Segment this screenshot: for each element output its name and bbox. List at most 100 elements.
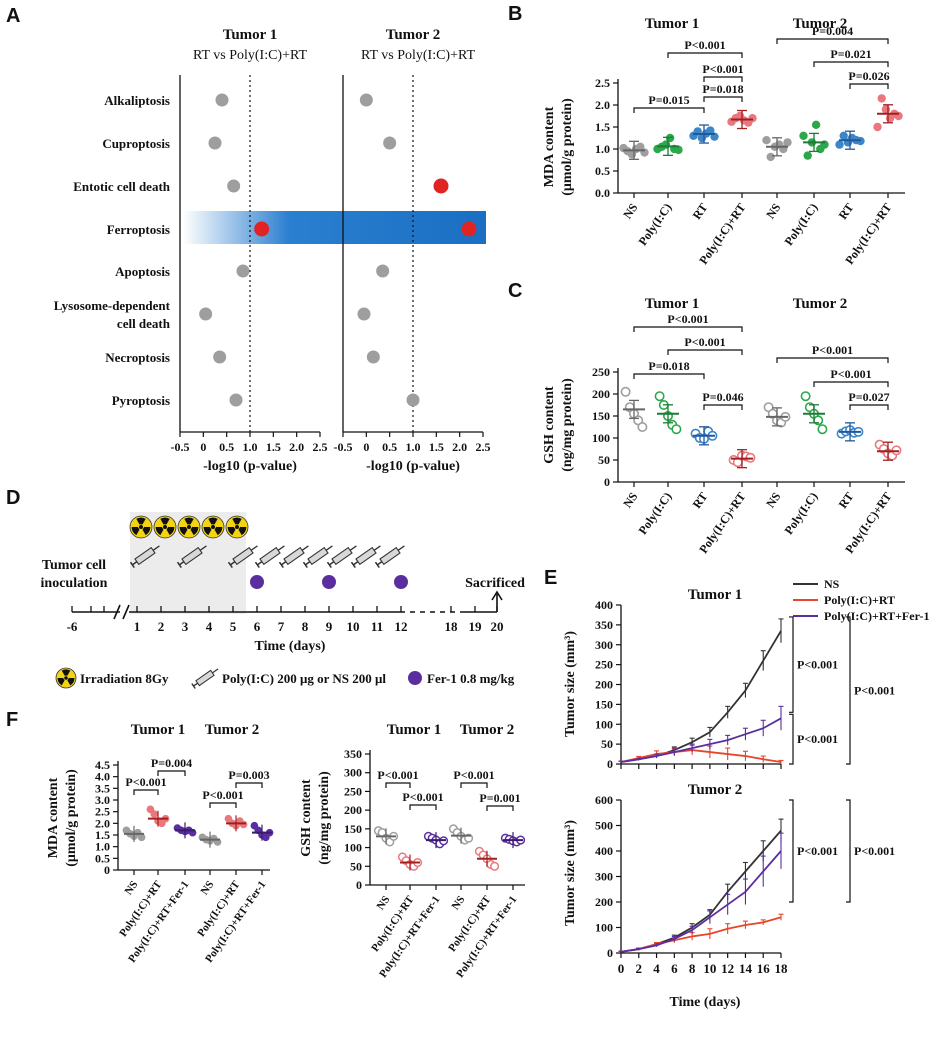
eTop-ytick-label-2: 100 <box>595 717 613 731</box>
panel-e-legend-label-0: NS <box>824 577 840 591</box>
fMda-sig-0: P<0.001 <box>125 775 167 795</box>
irradiation-icon-2-center <box>187 525 191 529</box>
fGsh-sig-1-line <box>409 804 437 810</box>
bPlot-xlabel-0: NS <box>620 200 640 221</box>
irradiation-icon-3 <box>201 515 225 539</box>
fGsh-ytick-label-2: 100 <box>344 841 362 855</box>
syringe-icon-7-needle <box>373 545 381 551</box>
legend-fer1-label: Fer-1 0.8 mg/kg <box>427 671 515 686</box>
legend-syringe-symbol-needle <box>212 668 219 674</box>
panel-a-right-subtitle: RT vs Poly(I:C)+RT <box>361 48 476 63</box>
panel-a-right-title: Tumor 2 <box>386 27 441 43</box>
cPlot-sig-5: P<0.001 <box>813 367 889 387</box>
timeline-tick-label-15: 20 <box>491 619 504 634</box>
syringe-icon-7 <box>350 545 381 568</box>
ferroptosis-highlight-band <box>183 211 486 244</box>
panel-a-left-tick-label-2: 0.5 <box>219 440 234 454</box>
fGsh-sig-2-line <box>460 782 488 788</box>
syringe-icon-1-needle <box>199 545 207 551</box>
panel-a-right-xlabel: -log10 (p-value) <box>366 459 460 474</box>
panel-e-xtick-label-6: 12 <box>721 961 734 976</box>
fGsh-sig-0: P<0.001 <box>377 768 419 788</box>
panel-f-gsh-ylabel: GSH content <box>299 779 314 857</box>
eBottom-series-2 <box>620 850 782 953</box>
syringe-icon-5-needle <box>325 545 333 551</box>
cPlot-sig-3-label: P=0.046 <box>702 390 743 404</box>
fMda-sig-2-label: P<0.001 <box>202 788 243 802</box>
fMda-xlabel-3: NS <box>199 879 217 897</box>
timeline-tick-label-2: 2 <box>158 619 165 634</box>
cPlot-point-5-4 <box>817 424 828 435</box>
cPlot-sig-1-label: P<0.001 <box>684 335 725 349</box>
cPlot-sig-0: P<0.001 <box>633 312 743 332</box>
inoculation-label-1: Tumor cell <box>42 558 106 573</box>
bPlot-sig-5: P=0.021 <box>813 47 889 67</box>
syringe-icon-1-barrel <box>181 546 203 566</box>
syringe-icon-3-plunger-cap <box>254 561 260 568</box>
panel-d-xlabel: Time (days) <box>255 639 326 654</box>
irradiation-icon-0-blade-1 <box>142 527 151 536</box>
fMda-ytick-label-3: 1.5 <box>95 828 110 842</box>
bPlot-point-1-5 <box>674 145 683 155</box>
irradiation-icon-3-blade-2 <box>203 527 212 536</box>
legend-irradiation-icon <box>55 667 77 689</box>
timeline-tick-label-9: 9 <box>326 619 333 634</box>
syringe-icon-4 <box>278 545 309 568</box>
bPlot-sig-5-label: P=0.021 <box>830 47 871 61</box>
panel-c-ylabel: GSH content <box>542 386 557 464</box>
syringe-icon-8 <box>374 545 405 568</box>
irradiation-icon-1-blade-2 <box>155 527 164 536</box>
syringe-icon-8-plunger-cap <box>374 561 380 568</box>
panel-d-label: D <box>6 487 20 509</box>
syringe-icon-5 <box>302 545 333 568</box>
bPlot-ytick-label-5: 2.5 <box>595 76 610 90</box>
sacrificed-label: Sacrificed <box>465 576 525 591</box>
fMda-ytick-label-2: 1.0 <box>95 840 110 854</box>
syringe-icon-6-needle <box>349 545 357 551</box>
bPlot-sig-6: P=0.026 <box>848 69 890 89</box>
cPlot-sig-5-label: P<0.001 <box>830 367 871 381</box>
eBottom-ytick-label-5: 500 <box>595 819 613 833</box>
fGsh-ytick-label-7: 350 <box>344 747 362 761</box>
bPlot-sig-1: P<0.001 <box>702 62 744 82</box>
panel-c-ylabel-units: (ng/mg protein) <box>560 378 575 472</box>
bPlot-sig-3-label: P=0.018 <box>702 82 743 96</box>
inoculation-label-2: inoculation <box>41 576 108 591</box>
fMda-point-0-4 <box>137 833 146 842</box>
fGsh-ytick-label-0: 0 <box>356 878 362 892</box>
irradiation-icon-2-blade-1 <box>190 527 199 536</box>
legend-poly-label: Poly(I:C) 200 μg or NS 200 μl <box>222 671 386 686</box>
bPlot-point-7-0 <box>873 122 882 132</box>
eBottom-ytick-label-2: 200 <box>595 895 613 909</box>
syringe-icon-6 <box>326 545 357 568</box>
panel-a-left-tick-label-0: -0.5 <box>171 440 190 454</box>
eBottom-series-1 <box>620 916 782 953</box>
panel-e-xtick-label-1: 2 <box>636 961 643 976</box>
fMda-sig-2: P<0.001 <box>202 788 244 808</box>
panel-a-label: A <box>6 5 20 27</box>
irradiation-icon-0-blade-2 <box>131 527 140 536</box>
panel-a-left-point-2 <box>227 179 241 193</box>
fGsh-xlabel-3: NS <box>450 894 468 912</box>
eTop-bracket-0 <box>789 616 794 713</box>
panel-a-right-tick-label-5: 2.0 <box>452 440 467 454</box>
panel-f-gsh-tumor1: Tumor 1 <box>387 722 442 738</box>
eTop-sig-2: P<0.001 <box>854 683 895 697</box>
cPlot-xlabel-1: Poly(I:C) <box>635 490 674 537</box>
syringe-icon-4-needle <box>301 545 309 551</box>
bPlot-sig-1-label: P<0.001 <box>702 62 743 76</box>
syringe-icon-2-plunger <box>229 561 236 566</box>
bPlot-sig-4-label: P=0.004 <box>812 24 853 38</box>
fGsh-ytick-label-4: 200 <box>344 803 362 817</box>
panel-f-mda-ylabel-units: (μmol/g protein) <box>64 769 79 867</box>
bPlot-sig-3: P=0.018 <box>702 82 744 102</box>
bPlot-point-7-1 <box>877 94 886 103</box>
panel-b-tumor1: Tumor 1 <box>645 16 700 32</box>
cPlot-xlabel-2: RT <box>690 490 711 511</box>
cPlot-xlabel-0: NS <box>620 489 640 510</box>
cPlot-sig-6-label: P=0.027 <box>848 390 889 404</box>
syringe-icon-4-plunger <box>280 561 287 566</box>
fMda-ytick-label-6: 3.0 <box>95 793 110 807</box>
syringe-icon-4-barrel <box>283 546 305 566</box>
cPlot-sig-2-label: P=0.018 <box>648 359 689 373</box>
